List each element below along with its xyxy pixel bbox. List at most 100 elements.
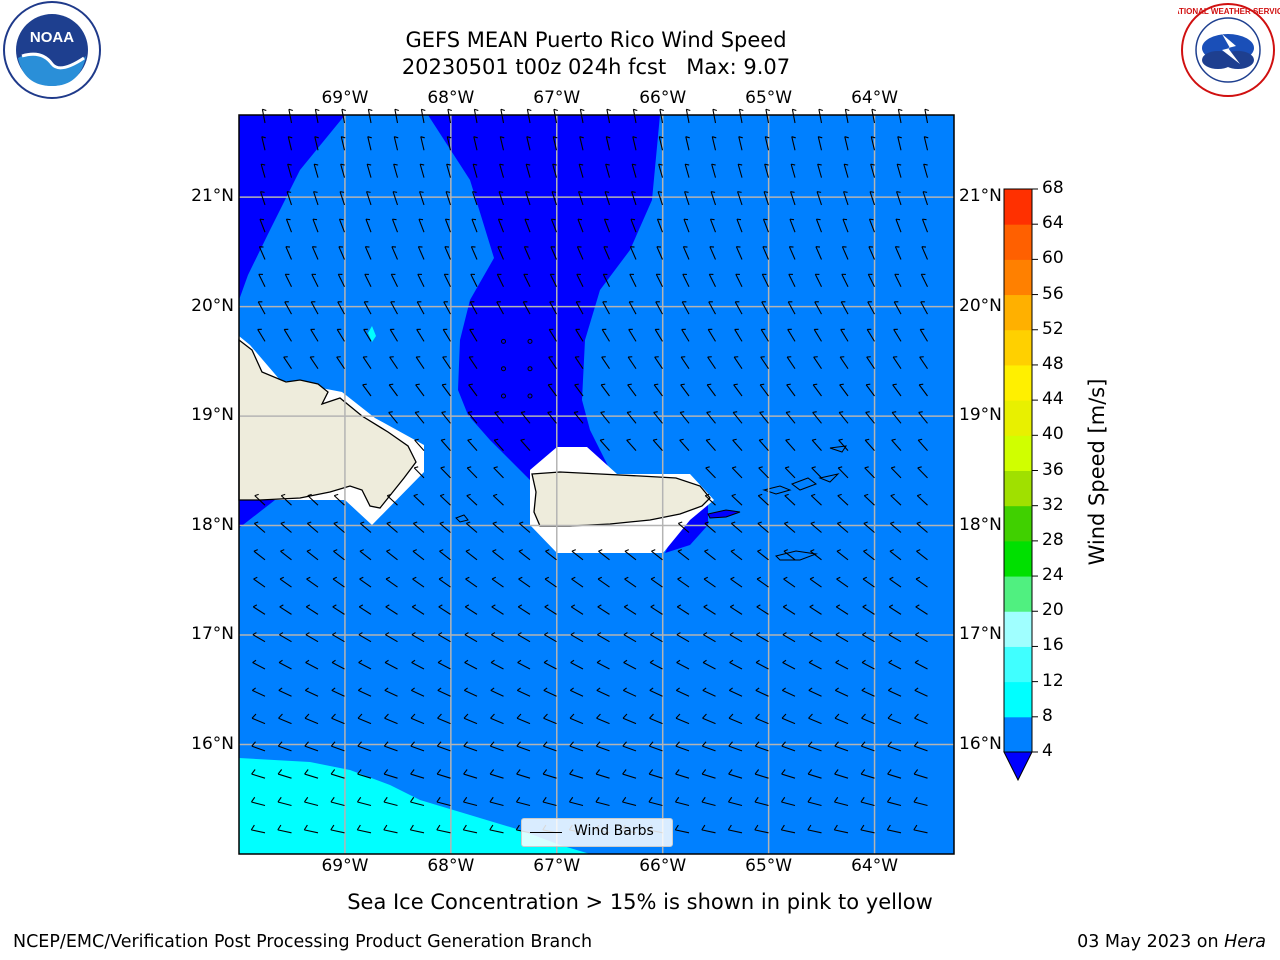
wind-barb	[865, 411, 875, 424]
wind-barb	[258, 273, 266, 288]
wind-barb	[464, 604, 478, 615]
wind-barb	[924, 108, 929, 124]
wind-barb	[629, 273, 637, 288]
land-st-croix	[775, 550, 818, 561]
colorbar-segment	[1004, 681, 1032, 718]
wind-barb	[785, 411, 796, 424]
wind-barb	[815, 218, 823, 233]
wind-barb	[707, 328, 716, 342]
wind-barb	[860, 769, 875, 779]
wind-barb	[729, 632, 743, 643]
wind-barb	[251, 741, 266, 752]
wind-barb	[469, 328, 478, 342]
wind-barb	[755, 687, 769, 697]
colorbar-tick-label: 28	[1042, 529, 1064, 550]
wind-barb	[627, 383, 637, 397]
chart-title: GEFS MEAN Puerto Rico Wind Speed	[405, 28, 787, 52]
chart-subtitle: 20230501 t00z 024h fcst Max: 9.07	[401, 55, 791, 79]
wind-barb	[709, 218, 717, 233]
wind-barb	[542, 769, 557, 779]
wind-barb	[888, 659, 902, 670]
lat-tick-label: 19°N	[191, 405, 234, 426]
lon-tick-label: 66°W	[639, 88, 687, 108]
wind-barb	[497, 218, 505, 233]
wind-barb	[601, 356, 610, 370]
wind-barb	[791, 108, 797, 124]
wind-barb	[357, 796, 372, 807]
wind-barb	[622, 687, 637, 697]
wind-barb	[705, 438, 716, 451]
wind-barb	[919, 356, 928, 370]
wind-barb	[624, 576, 637, 588]
wind-barb	[287, 163, 293, 178]
wind-barb	[573, 411, 584, 424]
wind-barb	[761, 273, 769, 288]
land-anegada	[829, 445, 848, 453]
wind-barb	[366, 191, 372, 206]
wind-barb	[386, 493, 398, 506]
region-8-12	[239, 758, 590, 854]
colorbar-segment	[1004, 224, 1032, 260]
wind-barb	[783, 549, 796, 561]
wind-barb	[711, 136, 717, 151]
wind-barb	[491, 576, 504, 588]
wind-barb	[340, 136, 346, 151]
wind-barb	[708, 301, 716, 315]
wind-barb	[363, 301, 372, 315]
wind-barb	[843, 163, 849, 178]
wind-barb	[385, 576, 398, 588]
wind-barb	[887, 687, 902, 697]
wind-barb	[840, 328, 849, 342]
wind-barb	[549, 301, 557, 315]
wind-barb	[603, 218, 611, 233]
wind-barb	[729, 604, 743, 615]
wind-barb	[917, 466, 928, 479]
wind-barb	[788, 246, 796, 260]
wind-barb	[492, 493, 504, 506]
land-virgin-islands-3	[818, 473, 840, 483]
wind-barb	[420, 136, 425, 151]
wind-barb	[732, 411, 743, 424]
wind-barb	[892, 356, 902, 370]
wind-barb	[675, 741, 690, 752]
wind-barb	[648, 741, 663, 752]
wind-barb	[814, 273, 822, 288]
wind-barb	[569, 687, 584, 697]
wind-barb	[918, 411, 928, 424]
wind-barb	[569, 713, 584, 725]
wind-barb	[813, 328, 822, 342]
wind-barb	[367, 136, 372, 151]
wind-barb	[685, 108, 691, 124]
wind-barb	[861, 687, 875, 697]
wind-barb	[650, 576, 663, 588]
wind-barb	[358, 632, 372, 643]
wind-barb	[737, 191, 743, 206]
wind-barb	[470, 273, 478, 288]
wind-barb	[357, 769, 372, 779]
colorbar-tick-label: 56	[1042, 283, 1064, 304]
wind-barb	[391, 246, 399, 260]
wind-barb	[887, 796, 902, 807]
wind-barb	[388, 411, 398, 424]
wind-barb	[331, 687, 345, 697]
wind-barb	[494, 411, 504, 424]
wind-barb	[871, 108, 876, 124]
colorbar-tick-label: 4	[1042, 741, 1053, 761]
wind-barb	[489, 769, 504, 779]
wind-barb	[866, 356, 875, 370]
wind-barb	[648, 769, 663, 779]
wind-barb	[653, 383, 663, 397]
wind-barb	[701, 769, 716, 779]
wind-barb	[390, 301, 398, 315]
lon-tick-label: 68°W	[427, 88, 475, 108]
wind-barb	[416, 301, 425, 315]
wind-barb	[419, 163, 425, 178]
wind-barb	[285, 246, 293, 260]
wind-barb	[759, 383, 769, 397]
wind-barb	[383, 824, 398, 834]
wind-barb	[356, 824, 372, 834]
wind-barb	[359, 576, 372, 588]
wind-barb	[922, 191, 929, 206]
wind-barb	[887, 713, 902, 725]
wind-barb	[543, 687, 557, 697]
